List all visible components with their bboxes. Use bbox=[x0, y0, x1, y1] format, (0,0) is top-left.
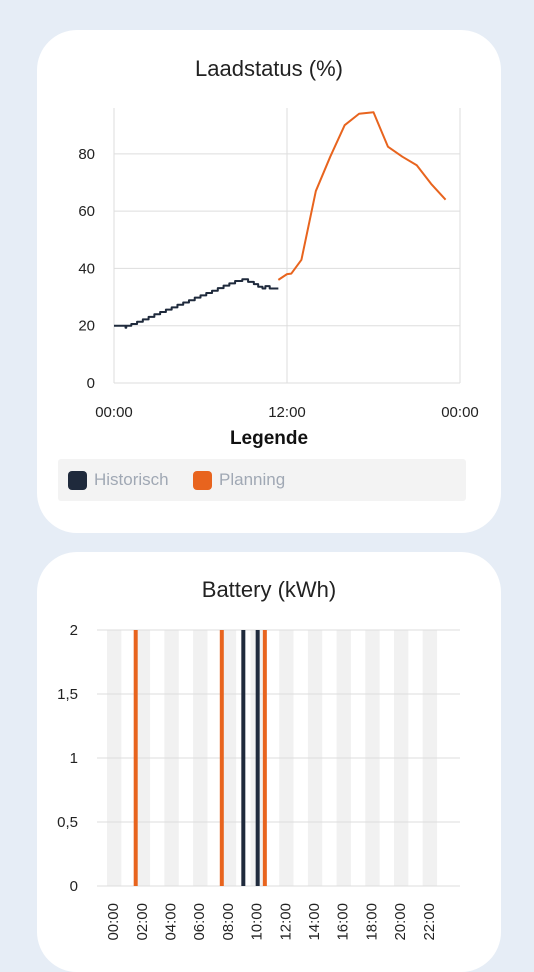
charge-status-title: Laadstatus (%) bbox=[195, 56, 343, 81]
legend-item-planning[interactable]: Planning bbox=[193, 469, 285, 491]
y-tick-label: 0 bbox=[70, 878, 78, 895]
battery-chart: 0 0,5 1 1,5 2 00:00 02:00 04:00 06:00 08:00 10:00 1… bbox=[57, 622, 460, 941]
x-tick-label: 16:00 bbox=[335, 903, 352, 941]
x-tick-label: 18:00 bbox=[363, 903, 380, 941]
charge-status-chart: 0 20 40 60 80 00:00 12:00 00:00 bbox=[78, 108, 479, 421]
legend: Historisch Planning bbox=[58, 459, 466, 501]
bar-planning bbox=[133, 630, 138, 886]
x-tick-label: 02:00 bbox=[134, 903, 151, 941]
bar-historisch bbox=[255, 630, 260, 886]
x-tick-label: 22:00 bbox=[421, 903, 438, 941]
y-tick-label: 40 bbox=[78, 260, 95, 277]
x-tick-label: 06:00 bbox=[191, 903, 208, 941]
bar-planning bbox=[219, 630, 224, 886]
legend-label-historisch: Historisch bbox=[94, 470, 169, 489]
legend-title: Legende bbox=[229, 428, 309, 449]
x-tick-label: 12:00 bbox=[268, 404, 306, 421]
battery-title: Battery (kWh) bbox=[201, 577, 337, 602]
x-tick-label: 08:00 bbox=[220, 903, 237, 941]
x-tick-label: 00:00 bbox=[95, 404, 133, 421]
series-line-planning bbox=[277, 111, 447, 281]
y-tick-label: 1,5 bbox=[57, 686, 78, 703]
x-tick-label: 00:00 bbox=[105, 903, 122, 941]
y-tick-label: 60 bbox=[78, 203, 95, 220]
x-tick-label: 10:00 bbox=[249, 903, 266, 941]
y-tick-label: 1 bbox=[70, 750, 78, 767]
y-tick-label: 20 bbox=[78, 318, 95, 335]
charge-status-card: Laadstatus (%) 0 20 40 60 80 00:00 12:00 00:00 … bbox=[37, 30, 501, 533]
bar-planning bbox=[262, 630, 267, 886]
x-tick-label: 12:00 bbox=[277, 903, 294, 941]
battery-card: Battery (kWh) 0 0,5 1 1,5 2 00:00 02:00 04:00 06… bbox=[37, 552, 501, 972]
x-tick-label: 04:00 bbox=[163, 903, 180, 941]
series-line-historisch bbox=[114, 278, 279, 329]
x-tick-label: 00:00 bbox=[441, 404, 479, 421]
legend-swatch-historisch bbox=[68, 470, 87, 490]
y-tick-label: 80 bbox=[78, 146, 95, 163]
legend-label-planning: Planning bbox=[219, 470, 286, 489]
legend-swatch-planning bbox=[193, 470, 212, 490]
y-tick-label: 0,5 bbox=[57, 814, 78, 831]
x-tick-label: 14:00 bbox=[306, 903, 323, 941]
legend-item-historisch[interactable]: Historisch bbox=[68, 469, 169, 491]
x-tick-label: 20:00 bbox=[392, 903, 409, 941]
y-tick-label: 0 bbox=[87, 375, 95, 392]
bar-historisch bbox=[241, 630, 246, 886]
y-tick-label: 2 bbox=[70, 622, 78, 639]
